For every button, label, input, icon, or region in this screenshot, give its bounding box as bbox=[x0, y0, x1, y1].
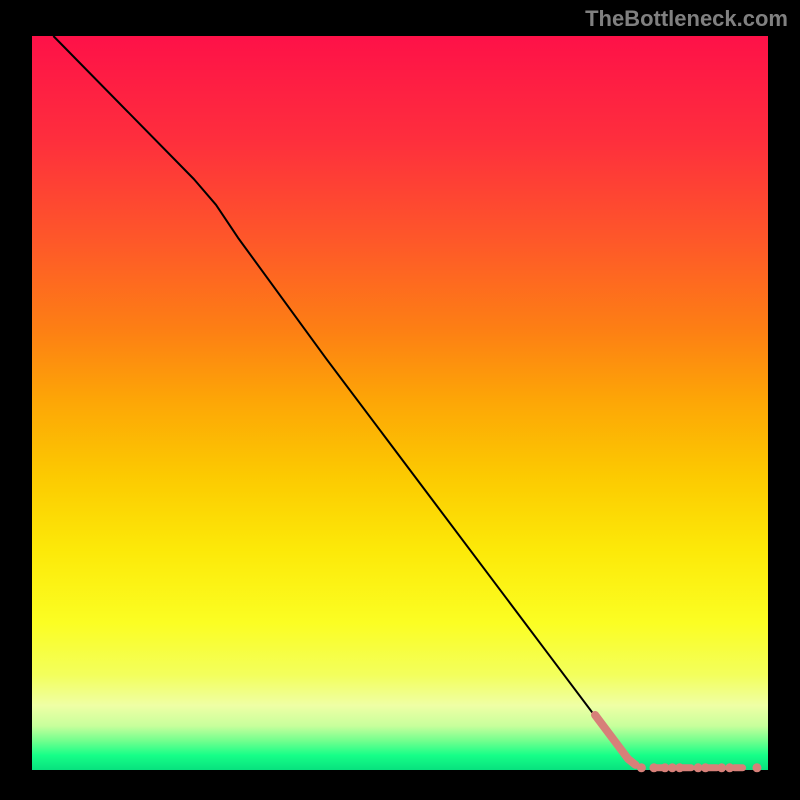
marker-dot bbox=[637, 763, 646, 772]
plot-background bbox=[32, 36, 768, 770]
marker-dot bbox=[752, 763, 761, 772]
chart-container: TheBottleneck.com bbox=[0, 0, 800, 800]
chart-svg bbox=[0, 0, 800, 800]
attribution-text: TheBottleneck.com bbox=[585, 6, 788, 32]
